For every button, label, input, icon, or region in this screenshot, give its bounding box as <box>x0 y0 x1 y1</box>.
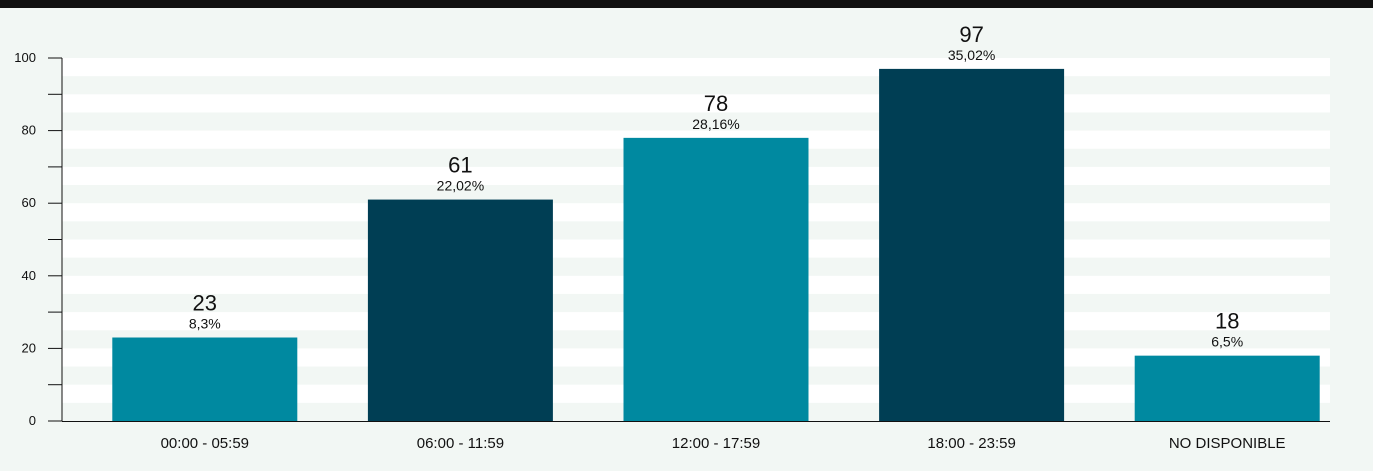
bar-percent-label: 22,02% <box>437 178 484 194</box>
y-tick-label: 20 <box>22 340 36 355</box>
grid-band <box>62 58 1330 77</box>
bar-value-label: 18 <box>1215 309 1239 334</box>
grid-band <box>62 94 1330 113</box>
bar <box>623 137 809 422</box>
bar-percent-label: 35,02% <box>948 47 995 63</box>
bars <box>112 68 1320 422</box>
x-category-label: 06:00 - 11:59 <box>417 435 504 452</box>
bar <box>367 199 553 421</box>
bar-value-label: 61 <box>448 153 472 178</box>
y-tick-label: 40 <box>22 268 36 283</box>
y-tick-label: 80 <box>22 123 36 138</box>
bar-percent-label: 28,16% <box>692 116 739 132</box>
x-category-label: 00:00 - 05:59 <box>161 435 249 452</box>
y-tick-label: 60 <box>22 195 36 210</box>
top-rule <box>0 0 1373 8</box>
bar <box>1134 355 1320 421</box>
y-tick-label: 0 <box>29 413 36 428</box>
bar-percent-label: 8,3% <box>189 316 221 332</box>
bar-value-label: 97 <box>959 22 983 47</box>
bar-percent-label: 6,5% <box>1211 334 1243 350</box>
bar <box>879 68 1065 421</box>
x-category-label: 12:00 - 17:59 <box>672 435 760 452</box>
bar <box>112 337 298 421</box>
x-category-label: NO DISPONIBLE <box>1169 435 1286 452</box>
x-category-label: 18:00 - 23:59 <box>927 435 1015 452</box>
bar-value-label: 23 <box>193 291 217 316</box>
axes: 0 20 40 60 80 100 <box>14 50 1330 428</box>
y-tick-label: 100 <box>14 50 36 65</box>
bar-value-label: 78 <box>704 91 728 116</box>
